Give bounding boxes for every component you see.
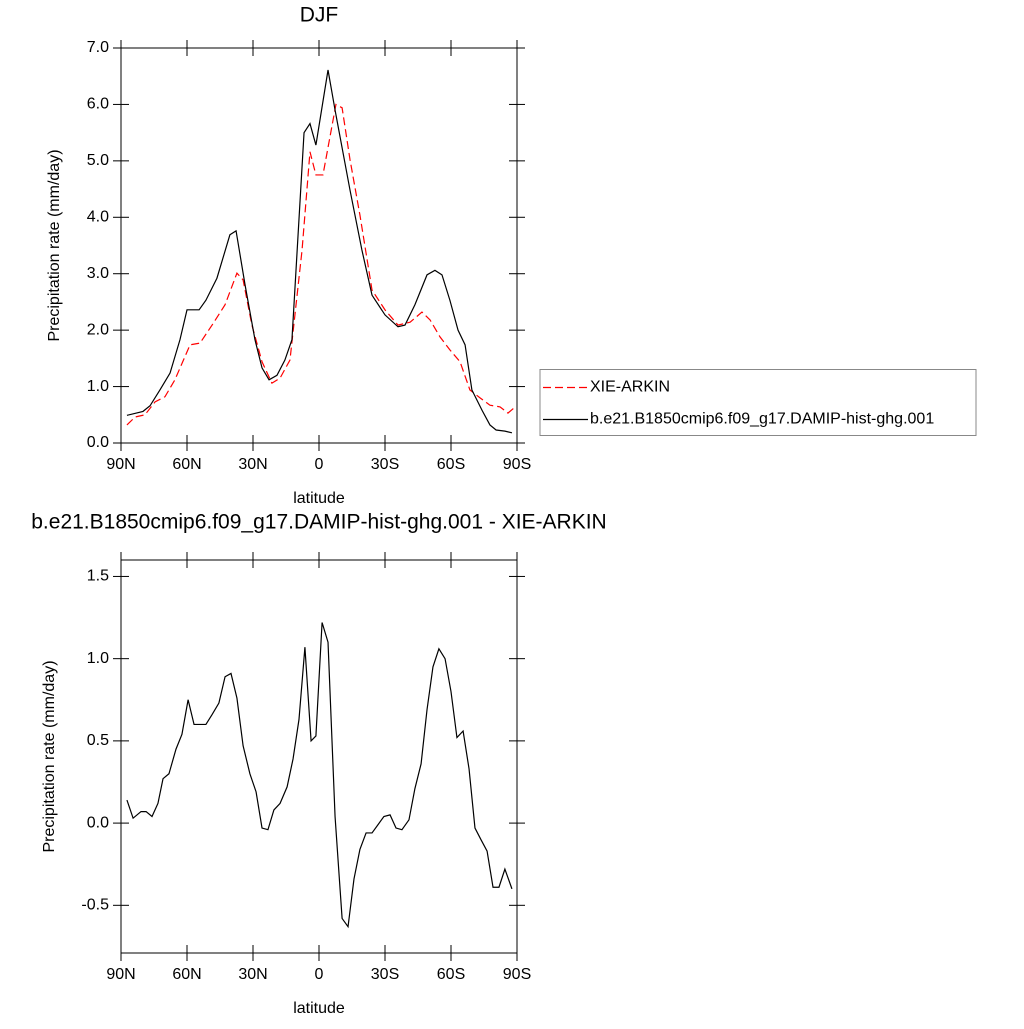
y-tick-label: 4.0 bbox=[87, 209, 109, 226]
chart-title: DJF bbox=[300, 4, 339, 27]
x-axis-label: latitude bbox=[293, 490, 345, 507]
legend: XIE-ARKIN b.e21.B1850cmip6.f09_g17.DAMIP-… bbox=[539, 369, 977, 436]
x-tick-label: 90S bbox=[503, 456, 531, 473]
y-tick-label: 0.5 bbox=[87, 732, 109, 749]
chart-title: b.e21.B1850cmip6.f09_g17.DAMIP-hist-ghg.… bbox=[31, 511, 606, 534]
data-line bbox=[126, 69, 513, 434]
x-tick-label: 60S bbox=[437, 456, 465, 473]
legend-label: XIE-ARKIN bbox=[590, 379, 670, 396]
y-tick-label: 0.0 bbox=[87, 434, 109, 451]
plot-frame bbox=[120, 47, 518, 444]
x-tick-label: 60N bbox=[172, 456, 201, 473]
legend-label: b.e21.B1850cmip6.f09_g17.DAMIP-hist-ghg.… bbox=[590, 411, 934, 428]
y-axis-label: Precipitation rate (mm/day) bbox=[41, 660, 58, 852]
data-line bbox=[126, 103, 515, 426]
y-tick-label: 1.0 bbox=[87, 378, 109, 395]
x-tick-label: 90S bbox=[503, 966, 531, 983]
y-tick-label: 1.5 bbox=[87, 568, 109, 585]
y-axis-label: Precipitation rate (mm/day) bbox=[46, 149, 63, 341]
x-tick-label: 0 bbox=[315, 966, 324, 983]
x-tick-label: 90N bbox=[106, 966, 135, 983]
x-tick-label: 30N bbox=[238, 966, 267, 983]
y-tick-label: -0.5 bbox=[81, 897, 109, 914]
data-line bbox=[126, 622, 513, 929]
x-tick-label: 30N bbox=[238, 456, 267, 473]
y-tick-label: 6.0 bbox=[87, 96, 109, 113]
y-tick-label: 5.0 bbox=[87, 152, 109, 169]
y-tick-label: 2.0 bbox=[87, 321, 109, 338]
x-tick-label: 30S bbox=[371, 456, 399, 473]
y-tick-label: 0.0 bbox=[87, 814, 109, 831]
x-tick-label: 90N bbox=[106, 456, 135, 473]
legend-box bbox=[539, 369, 977, 436]
y-tick-label: 3.0 bbox=[87, 265, 109, 282]
x-tick-label: 60S bbox=[437, 966, 465, 983]
x-tick-label: 0 bbox=[315, 456, 324, 473]
plot-frame bbox=[120, 559, 518, 954]
y-tick-label: 7.0 bbox=[87, 39, 109, 56]
x-tick-label: 60N bbox=[172, 966, 201, 983]
x-axis-label: latitude bbox=[293, 1000, 345, 1017]
x-tick-label: 30S bbox=[371, 966, 399, 983]
y-tick-label: 1.0 bbox=[87, 650, 109, 667]
